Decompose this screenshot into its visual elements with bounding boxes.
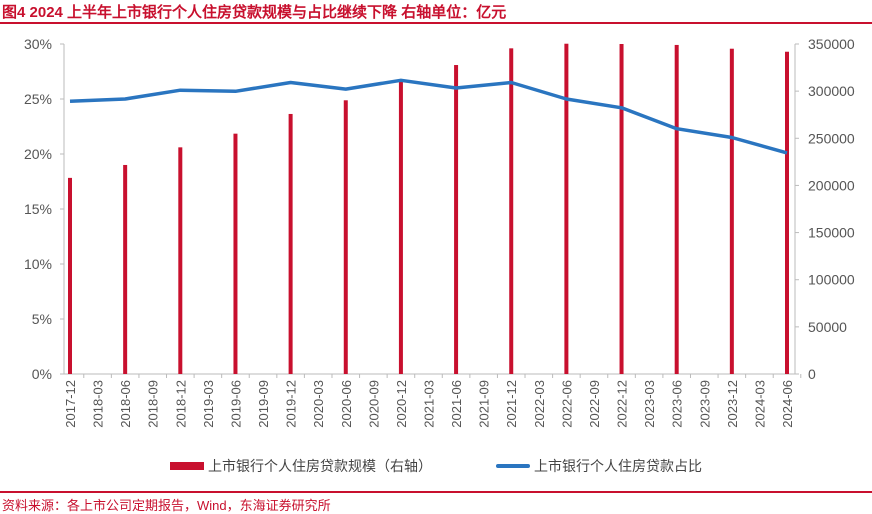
x-tick-label: 2017-12 [63, 380, 78, 428]
bar-2024-06 [785, 52, 789, 374]
x-tick-label: 2019-12 [284, 380, 299, 428]
left-tick-label: 10% [24, 256, 52, 272]
footer-divider [0, 491, 872, 493]
bar-2020-12 [399, 82, 403, 374]
x-tick-label: 2022-12 [615, 380, 630, 428]
chart-title: 图4 2024 上半年上市银行个人住房贷款规模与占比继续下降 右轴单位：亿元 [2, 1, 506, 22]
right-tick-label: 200000 [808, 177, 855, 193]
bar-2022-12 [620, 44, 624, 374]
x-tick-label: 2020-03 [311, 380, 326, 428]
chart: 0% 5% 10% 15% 20% 25% 30% 0 50000 100000 150000 200… [0, 24, 872, 454]
left-tick-label: 25% [24, 91, 52, 107]
x-tick-label: 2021-03 [422, 380, 437, 428]
bar-2022-06 [564, 44, 568, 374]
x-tick-label: 2021-06 [449, 380, 464, 428]
x-tick-label: 2021-12 [504, 380, 519, 428]
x-tick-label: 2019-06 [228, 380, 243, 428]
left-tick-label: 30% [24, 36, 52, 52]
x-tick-label: 2021-09 [477, 380, 492, 428]
legend-item-line: 上市银行个人住房贷款占比 [496, 456, 702, 476]
right-tick-label: 50000 [808, 319, 847, 335]
bar-2018-12 [178, 147, 182, 374]
right-tick-label: 300000 [808, 83, 855, 99]
x-tick-label: 2023-12 [725, 380, 740, 428]
right-tick-label: 150000 [808, 225, 855, 241]
bar-2023-12 [730, 49, 734, 374]
x-tick-label: 2018-12 [173, 380, 188, 428]
left-tick-label: 20% [24, 146, 52, 162]
x-tick-label: 2019-03 [201, 380, 216, 428]
x-tick-label: 2024-03 [752, 380, 767, 428]
x-tick-label: 2019-09 [256, 380, 271, 428]
bar-2020-06 [344, 100, 348, 374]
right-tick-label: 100000 [808, 272, 855, 288]
x-tick-label: 2022-03 [532, 380, 547, 428]
x-tick-label: 2024-06 [780, 380, 795, 428]
left-tick-label: 0% [32, 366, 52, 382]
x-tick-label: 2023-03 [642, 380, 657, 428]
legend-swatch-bar [170, 462, 204, 470]
legend-label-bar: 上市银行个人住房贷款规模（右轴） [208, 456, 432, 476]
bar-2019-12 [289, 114, 293, 374]
bar-2018-06 [123, 165, 127, 374]
x-tick-label: 2022-06 [559, 380, 574, 428]
legend-swatch-line [496, 464, 530, 468]
left-tick-label: 5% [32, 311, 52, 327]
x-tick-label: 2018-03 [91, 380, 106, 428]
bar-2019-06 [233, 134, 237, 374]
source-note: 资料来源：各上市公司定期报告，Wind，东海证券研究所 [2, 495, 331, 514]
bar-2021-12 [509, 48, 513, 374]
x-tick-label: 2020-06 [339, 380, 354, 428]
right-tick-label: 0 [808, 366, 816, 382]
right-tick-label: 350000 [808, 36, 855, 52]
x-tick-label: 2023-09 [697, 380, 712, 428]
share-line [70, 80, 787, 153]
legend-item-bar: 上市银行个人住房贷款规模（右轴） [170, 456, 432, 476]
bar-2021-06 [454, 65, 458, 374]
x-tick-label: 2023-06 [670, 380, 685, 428]
x-tick-label: 2018-06 [118, 380, 133, 428]
bar-2017-12 [68, 178, 72, 374]
x-tick-label: 2020-09 [366, 380, 381, 428]
x-tick-label: 2018-09 [146, 380, 161, 428]
x-tick-label: 2020-12 [394, 380, 409, 428]
legend-label-line: 上市银行个人住房贷款占比 [534, 456, 702, 476]
left-tick-label: 15% [24, 201, 52, 217]
right-tick-label: 250000 [808, 130, 855, 146]
bar-2023-06 [675, 45, 679, 374]
x-tick-label: 2022-09 [587, 380, 602, 428]
